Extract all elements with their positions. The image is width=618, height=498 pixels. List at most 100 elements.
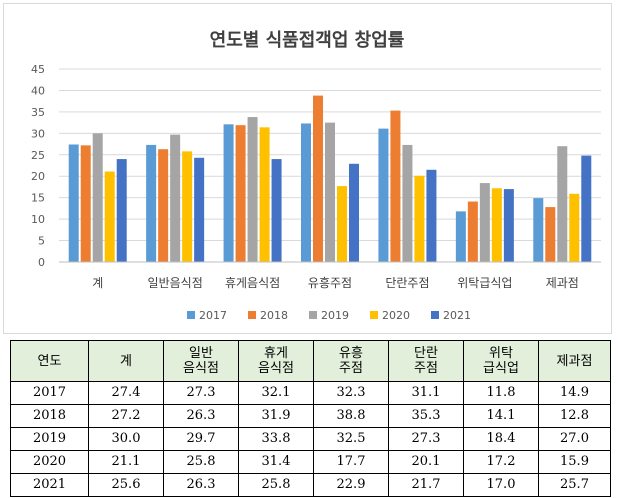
- table-cell: 27.3: [388, 427, 464, 451]
- bar-2021: [503, 189, 514, 262]
- bar-2018: [545, 207, 556, 262]
- bar-2019: [92, 133, 103, 262]
- bar-2019: [557, 146, 568, 262]
- table-cell: 27.0: [538, 427, 611, 451]
- table-header-label: 위탁 급식업: [483, 346, 519, 376]
- y-tick-label: 25: [31, 149, 45, 162]
- legend-label: 2017: [199, 309, 227, 322]
- bar-2020: [414, 175, 425, 262]
- legend-swatch: [248, 311, 256, 319]
- table-cell: 26.3: [163, 473, 239, 497]
- table-cell: 25.8: [238, 473, 314, 497]
- table-header-cell: 유흥 주점: [313, 340, 389, 382]
- bar-2019: [479, 183, 490, 262]
- bar-2017: [223, 124, 234, 263]
- table-header-label: 연도: [37, 353, 62, 369]
- x-tick-label: 일반음식점: [148, 276, 203, 290]
- bar-2021: [194, 157, 205, 262]
- table-cell: 26.3: [163, 404, 239, 428]
- data-table: 연도 계 일반 음식점 휴게 음식점 유흥 주점 단란 주점 위탁 급식업 제과점 2017 2…: [10, 340, 611, 497]
- table-cell: 31.9: [238, 404, 314, 428]
- bar-2017: [146, 144, 157, 262]
- table-header-label: 단란 주점: [414, 346, 438, 376]
- table-cell: 17.7: [313, 450, 389, 474]
- table-header-label: 유흥 주점: [339, 346, 363, 376]
- legend-label: 2020: [382, 309, 410, 322]
- bar-2018: [235, 125, 246, 262]
- table-body: 2017 27.4 27.3 32.1 32.3 31.1 11.8 14.9 2018 27.2…: [10, 381, 611, 497]
- table-header-cell: 연도: [10, 340, 89, 382]
- bars: [68, 95, 592, 263]
- x-tick-label: 단란주점: [385, 276, 429, 290]
- table-cell: 27.2: [88, 404, 164, 428]
- table-cell: 21.7: [388, 473, 464, 497]
- y-tick-label: 0: [38, 256, 45, 269]
- bar-2019: [247, 117, 258, 262]
- x-tick-label: 계: [92, 276, 103, 290]
- x-tick-label: 휴게음식점: [225, 276, 280, 290]
- table-header-cell: 계: [88, 340, 164, 382]
- table-header-label: 계: [120, 353, 132, 369]
- table-header-cell: 일반 음식점: [163, 340, 239, 382]
- bar-2019: [170, 134, 181, 262]
- y-tick-label: 40: [31, 84, 45, 97]
- table-cell: 18.4: [463, 427, 539, 451]
- table-cell: 2018: [10, 404, 89, 428]
- table-header-label: 휴게 음식점: [258, 346, 294, 376]
- chart-container: 연도별 식품접객업 창업률 0 5 10 15 20 25 30 35 40 45 계 일반음식점 휴…: [3, 3, 612, 334]
- table-cell: 32.3: [313, 381, 389, 405]
- table-header-label: 일반 음식점: [183, 346, 219, 376]
- bar-2020: [259, 127, 270, 262]
- bar-2018: [158, 149, 169, 262]
- bar-2019: [325, 122, 335, 262]
- legend-swatch: [431, 311, 439, 319]
- table-cell: 31.1: [388, 381, 464, 405]
- bar-2017: [378, 128, 389, 262]
- table-row: 2020 21.1 25.8 31.4 17.7 20.1 17.2 15.9: [10, 450, 611, 474]
- legend-swatch: [309, 311, 317, 319]
- table-row: 2018 27.2 26.3 31.9 38.8 35.3 14.1 12.8: [10, 404, 611, 428]
- table-cell: 14.9: [538, 381, 611, 405]
- table-header-cell: 위탁 급식업: [463, 340, 539, 382]
- table-row: 2019 30.0 29.7 33.8 32.5 27.3 18.4 27.0: [10, 427, 611, 451]
- y-tick-label: 45: [31, 63, 45, 76]
- table-cell: 33.8: [238, 427, 314, 451]
- table-cell: 12.8: [538, 404, 611, 428]
- x-tick-label: 위탁급식업: [457, 276, 512, 290]
- legend-swatch: [370, 311, 378, 319]
- bar-2021: [271, 159, 282, 262]
- x-axis: 계 일반음식점 휴게음식점 유흥주점 단란주점 위탁급식업 제과점: [59, 261, 601, 290]
- legend-label: 2019: [321, 309, 349, 322]
- bar-2019: [402, 144, 413, 262]
- y-tick-label: 35: [31, 106, 45, 119]
- table-row: 2017 27.4 27.3 32.1 32.3 31.1 11.8 14.9: [10, 381, 611, 405]
- table-cell: 29.7: [163, 427, 239, 451]
- bar-2018: [390, 110, 401, 262]
- table-cell: 17.2: [463, 450, 539, 474]
- table-cell: 32.1: [238, 381, 314, 405]
- bar-2018: [80, 145, 91, 262]
- bar-2020: [182, 151, 193, 262]
- bar-2017: [533, 198, 544, 262]
- x-tick-label: 유흥주점: [308, 276, 352, 290]
- chart-title: 연도별 식품접객업 창업률: [210, 30, 405, 51]
- bar-2020: [491, 188, 502, 262]
- bar-2017: [68, 144, 79, 262]
- table-cell: 14.1: [463, 404, 539, 428]
- bar-2018: [313, 95, 323, 262]
- table-cell: 2019: [10, 427, 89, 451]
- x-tick-label: 제과점: [546, 276, 579, 290]
- table-header-row: 연도 계 일반 음식점 휴게 음식점 유흥 주점 단란 주점 위탁 급식업 제과점: [10, 340, 611, 382]
- table-cell: 25.7: [538, 473, 611, 497]
- table-cell: 35.3: [388, 404, 464, 428]
- table-cell: 21.1: [88, 450, 164, 474]
- table-header-cell: 휴게 음식점: [238, 340, 314, 382]
- bar-2020: [569, 193, 580, 262]
- table-cell: 17.0: [463, 473, 539, 497]
- bar-2021: [116, 159, 127, 262]
- table-cell: 32.5: [313, 427, 389, 451]
- bar-2017: [455, 211, 466, 262]
- bar-2020: [104, 171, 115, 262]
- legend-label: 2021: [443, 309, 471, 322]
- table-row: 2021 25.6 26.3 25.8 22.9 21.7 17.0 25.7: [10, 473, 611, 497]
